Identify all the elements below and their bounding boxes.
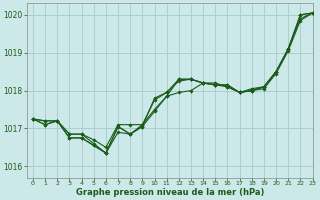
X-axis label: Graphe pression niveau de la mer (hPa): Graphe pression niveau de la mer (hPa) — [76, 188, 264, 197]
